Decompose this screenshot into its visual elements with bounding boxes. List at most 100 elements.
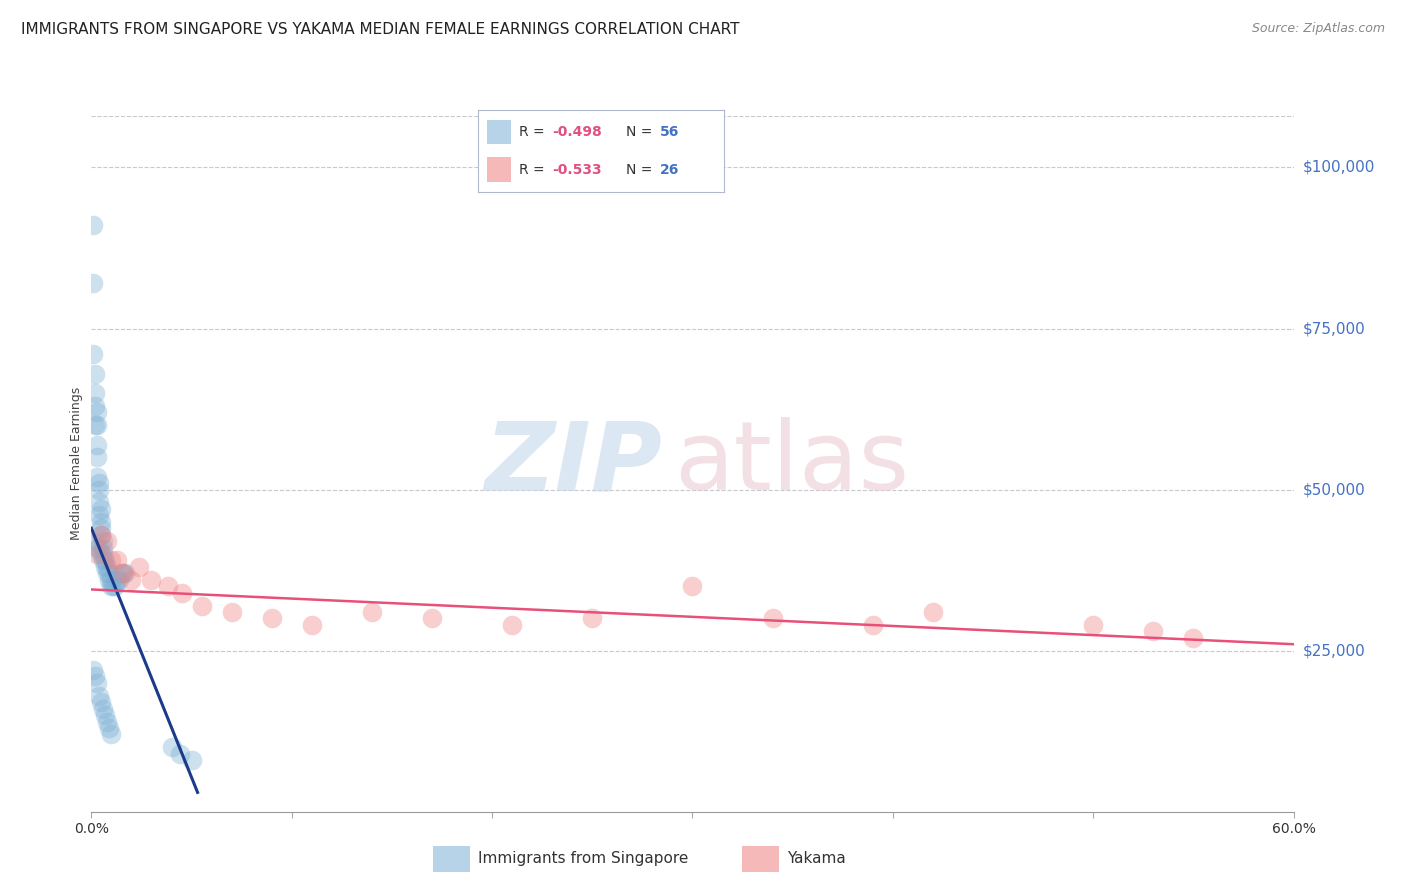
Point <box>100 553 122 567</box>
Text: -0.533: -0.533 <box>551 162 602 177</box>
Point <box>96 566 118 581</box>
Text: R =: R = <box>519 125 548 139</box>
Point <box>86 541 108 555</box>
Point <box>93 553 115 567</box>
Point <box>89 508 111 523</box>
Bar <box>742 846 779 872</box>
Point <box>110 566 132 581</box>
Point <box>420 611 443 625</box>
Point <box>93 541 115 555</box>
Text: $75,000: $75,000 <box>1303 321 1367 336</box>
Point <box>84 418 107 433</box>
Point <box>93 701 115 715</box>
Point <box>107 573 129 587</box>
Point <box>82 219 104 233</box>
Point <box>82 277 104 291</box>
Point <box>96 560 118 574</box>
Point <box>90 521 112 535</box>
Point <box>108 573 131 587</box>
Point <box>260 611 283 625</box>
Point <box>103 579 125 593</box>
Point <box>1142 624 1164 639</box>
Point <box>82 347 104 361</box>
Point <box>501 618 523 632</box>
Text: R =: R = <box>519 162 548 177</box>
Point <box>114 566 136 581</box>
Point <box>681 579 703 593</box>
Point <box>93 534 115 549</box>
Text: IMMIGRANTS FROM SINGAPORE VS YAKAMA MEDIAN FEMALE EARNINGS CORRELATION CHART: IMMIGRANTS FROM SINGAPORE VS YAKAMA MEDI… <box>21 22 740 37</box>
Point <box>581 611 603 625</box>
Point <box>86 450 108 465</box>
Point <box>89 541 111 555</box>
Point <box>96 714 118 729</box>
Point <box>360 605 382 619</box>
Text: atlas: atlas <box>675 417 910 510</box>
Point <box>86 418 108 433</box>
Point <box>170 585 193 599</box>
Point <box>1083 618 1105 632</box>
Point <box>121 573 143 587</box>
Point <box>90 515 112 529</box>
Bar <box>486 157 512 182</box>
Point <box>86 547 108 561</box>
Text: -0.498: -0.498 <box>551 125 602 139</box>
Point <box>90 547 112 561</box>
Point <box>86 405 108 419</box>
Text: N =: N = <box>626 162 657 177</box>
Point <box>301 618 323 632</box>
Point <box>86 469 108 483</box>
Point <box>84 386 107 401</box>
Point <box>96 534 118 549</box>
Text: $25,000: $25,000 <box>1303 643 1367 658</box>
Point <box>762 611 785 625</box>
Point <box>112 566 135 581</box>
Point <box>922 605 945 619</box>
Point <box>84 367 107 381</box>
Point <box>107 553 129 567</box>
Point <box>86 437 108 451</box>
Text: $100,000: $100,000 <box>1303 160 1375 175</box>
Point <box>86 676 108 690</box>
Point <box>94 708 117 723</box>
Point <box>82 663 104 677</box>
Point <box>90 527 112 541</box>
Text: Source: ZipAtlas.com: Source: ZipAtlas.com <box>1251 22 1385 36</box>
Point <box>141 573 163 587</box>
Point <box>160 740 183 755</box>
Text: ZIP: ZIP <box>485 417 662 510</box>
Point <box>98 566 121 581</box>
Point <box>90 527 112 541</box>
Point <box>98 721 121 735</box>
Point <box>84 399 107 413</box>
Point <box>90 695 112 709</box>
Text: N =: N = <box>626 125 657 139</box>
Text: $50,000: $50,000 <box>1303 482 1367 497</box>
Point <box>1182 631 1205 645</box>
Text: 26: 26 <box>661 162 679 177</box>
Point <box>90 502 112 516</box>
Bar <box>433 846 470 872</box>
Point <box>89 483 111 497</box>
Text: Immigrants from Singapore: Immigrants from Singapore <box>478 852 689 866</box>
Point <box>89 495 111 509</box>
Point <box>190 599 212 613</box>
Point <box>89 476 111 491</box>
Point <box>180 753 202 767</box>
Point <box>94 560 117 574</box>
Bar <box>486 120 512 145</box>
Point <box>94 553 117 567</box>
Point <box>112 566 135 581</box>
Text: Yakama: Yakama <box>787 852 846 866</box>
Point <box>169 747 191 761</box>
Point <box>98 573 121 587</box>
Point <box>84 669 107 683</box>
Y-axis label: Median Female Earnings: Median Female Earnings <box>70 387 83 541</box>
Point <box>156 579 179 593</box>
Point <box>104 579 127 593</box>
Point <box>862 618 884 632</box>
Point <box>221 605 243 619</box>
Point <box>128 560 150 574</box>
Point <box>100 579 122 593</box>
Point <box>93 547 115 561</box>
